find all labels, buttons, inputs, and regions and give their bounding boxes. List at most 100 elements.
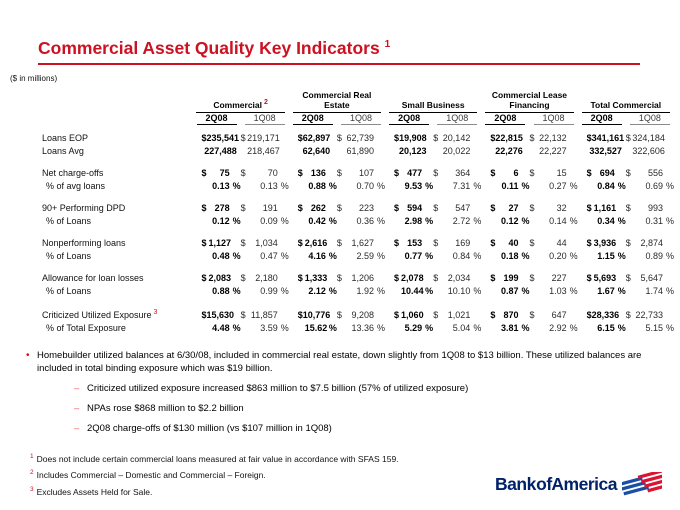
quarter-header: 2Q08 [192, 113, 240, 125]
table-cell: $3,936 [586, 238, 617, 248]
column-group-label: Small Business [389, 100, 478, 113]
table-cell: 0.11% [501, 180, 530, 191]
table-cell: 5.04% [452, 322, 482, 333]
bullet-list: • Homebuilder utilized balances at 6/30/… [26, 349, 662, 435]
page-title-text: Commercial Asset Quality Key Indicators [38, 38, 380, 58]
table-cell: 0.18% [500, 250, 530, 261]
table-cell: $40 [490, 238, 519, 248]
table-cell: 0.12% [500, 215, 530, 226]
table-cell: $1,060 [394, 310, 424, 320]
sub-bullet-item: – NPAs rose $868 million to $2.2 billion [26, 402, 662, 415]
quarter-header: 1Q08 [337, 113, 385, 125]
table-row: % of Loans 0.88% 0.99% 2.12% 1.92% 10.44% 10.1… [42, 285, 674, 298]
table-cell: $1,161 [586, 203, 617, 213]
table-cell: 62,640 [302, 145, 331, 156]
table-cell: $15 [529, 168, 567, 178]
bank-of-america-wordmark: Bank of America [495, 474, 617, 494]
table-cell: $1,127 [201, 238, 231, 248]
quarter-label: 1Q08 [533, 113, 574, 125]
table-cell: 10.10% [447, 285, 482, 296]
table-cell: 4.16% [308, 250, 337, 261]
table-cell: 2.92% [549, 322, 578, 333]
table-cell: $2,078 [394, 273, 424, 283]
table-cell: $1,206 [336, 273, 375, 283]
quarter-label: 2Q08 [196, 113, 237, 125]
quarter-label: 2Q08 [292, 113, 333, 125]
table-cell: 0.20% [549, 250, 578, 261]
table-cell: 0.31% [645, 215, 674, 226]
quarter-header: 2Q08 [578, 113, 626, 125]
table-cell: $262 [297, 203, 326, 213]
sub-bullet-text: NPAs rose $868 million to $2.2 billion [87, 403, 244, 414]
table-cell: 22,276 [495, 145, 523, 156]
table-cell: $219,171 [240, 133, 280, 143]
table-cell: 227,488 [204, 145, 237, 156]
table-cell: $9,208 [336, 310, 375, 320]
row-label: 90+ Performing DPD [42, 203, 126, 213]
table-cell: 0.84% [452, 250, 482, 261]
row-label: % of Loans [46, 215, 92, 226]
bank-of-america-flag-icon [622, 472, 662, 496]
table-cell: $136 [297, 168, 326, 178]
table-cell: 0.69% [645, 180, 674, 191]
row-label: Allowance for loan losses [42, 273, 144, 283]
column-group-header: Commercial Real Estate [289, 90, 385, 113]
table-row: Loans EOP $235,541 $219,171 $62,897 $62,739 $… [42, 125, 674, 145]
title-rule [38, 63, 640, 65]
column-group-label: Commercial Lease Financing [485, 90, 574, 113]
sub-bullet-dash-icon: – [74, 403, 80, 414]
quarter-header: 1Q08 [433, 113, 481, 125]
bullet-dot-icon: • [26, 350, 30, 361]
table-row: Loans Avg 227,488 218,467 62,640 61,890 20,12… [42, 145, 674, 158]
table-cell: 3.59% [260, 322, 289, 333]
table-cell: 0.47% [260, 250, 289, 261]
quarter-label: 1Q08 [629, 113, 670, 125]
bullet-text: Homebuilder utilized balances at 6/30/08… [37, 350, 642, 374]
quarter-header: 1Q08 [241, 113, 289, 125]
table-cell: $15,630 [201, 310, 234, 320]
table-cell: $278 [201, 203, 230, 213]
table-cell: $70 [240, 168, 278, 178]
table-cell: 0.42% [308, 215, 337, 226]
table-cell: $227 [529, 273, 567, 283]
sub-bullet-text: 2Q08 charge-offs of $130 million (vs $10… [87, 423, 332, 434]
table-row: 90+ Performing DPD $278 $191 $262 $223 $594 $5… [42, 192, 674, 215]
table-cell: $11,857 [240, 310, 278, 320]
table-cell: $19,908 [394, 133, 427, 143]
units-label: ($ in millions) [10, 74, 58, 83]
row-label: Loans EOP [42, 133, 89, 143]
table-cell: 0.27% [549, 180, 578, 191]
table-row: % of Loans 0.12% 0.09% 0.42% 0.36% 2.98% 2.72%… [42, 215, 674, 228]
table-cell: 2.72% [452, 215, 482, 226]
row-label: % of Loans [46, 250, 92, 261]
quarter-header: 1Q08 [529, 113, 577, 125]
table-cell: 5.15% [645, 322, 674, 333]
table-cell: 322,606 [632, 145, 665, 156]
table-cell: $364 [433, 168, 471, 178]
table-cell: $22,733 [625, 310, 663, 320]
table-cell: $477 [394, 168, 423, 178]
table-cell: 2.98% [404, 215, 434, 226]
table-cell: 20,022 [442, 145, 471, 156]
footnote-text: Includes Commercial – Domestic and Comme… [36, 470, 266, 481]
table-cell: 0.48% [212, 250, 241, 261]
quarter-label: 1Q08 [437, 113, 478, 125]
table-cell: 0.84% [597, 180, 626, 191]
footnote: 1 Does not include certain commercial loa… [30, 450, 680, 466]
table-cell: 20,123 [398, 145, 427, 156]
table-cell: $2,083 [201, 273, 231, 283]
quarter-header: 2Q08 [385, 113, 433, 125]
table-cell: 0.70% [356, 180, 386, 191]
quarter-label: 2Q08 [389, 113, 430, 125]
table-cell: 0.88% [212, 285, 241, 296]
table-cell: $22,132 [529, 133, 567, 143]
table-cell: $191 [240, 203, 278, 213]
table-cell: 0.14% [549, 215, 578, 226]
row-label: % of Loans [46, 285, 92, 296]
table-cell: 332,527 [589, 145, 622, 156]
column-group-header: Total Commercial [578, 91, 674, 113]
table-cell: 22,227 [539, 145, 567, 156]
table-cell: 0.09% [260, 215, 289, 226]
footnote-marker: 1 [30, 453, 34, 460]
table-cell: $2,034 [433, 273, 471, 283]
